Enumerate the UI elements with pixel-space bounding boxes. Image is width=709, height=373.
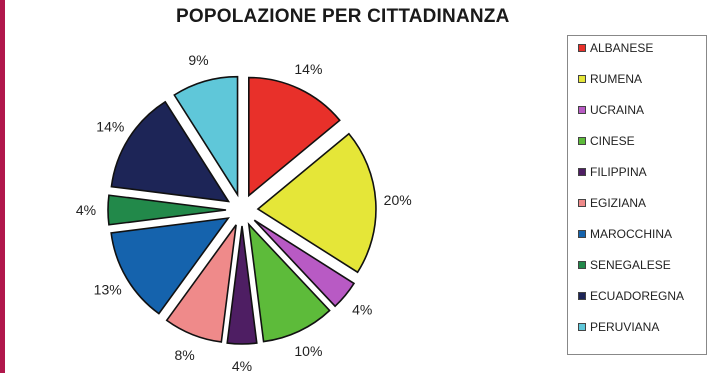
legend-label: MAROCCHINA	[590, 227, 673, 241]
pie-label-rumena: 20%	[384, 192, 412, 208]
legend-item-ucraina: UCRAINA	[578, 102, 644, 118]
legend-label: RUMENA	[590, 72, 643, 86]
legend-item-peruviana: PERUVIANA	[578, 319, 659, 335]
pie-label-ecuadoregna: 14%	[96, 118, 124, 134]
pie-slice-cinese	[247, 222, 331, 343]
legend-swatch	[578, 292, 586, 300]
legend: ALBANESE RUMENA UCRAINA CINESE FILIPPINA EGIZ…	[567, 35, 707, 355]
legend-swatch	[578, 230, 586, 238]
pie-label-senegalese: 4%	[76, 202, 96, 218]
pie-slice-albanese	[248, 76, 341, 198]
pie-slice-ucraina	[253, 219, 356, 308]
legend-item-filippina: FILIPPINA	[578, 164, 647, 180]
legend-swatch	[578, 75, 586, 83]
pie-slice-egiziana	[165, 224, 237, 343]
pie-label-filippina: 4%	[232, 358, 252, 373]
legend-item-egiziana: EGIZIANA	[578, 195, 646, 211]
chart-title: POPOLAZIONE PER CITTADINANZA	[176, 6, 510, 27]
legend-swatch	[578, 106, 586, 114]
pie-slice-filippina	[226, 225, 258, 345]
legend-item-rumena: RUMENA	[578, 71, 642, 87]
pie-label-peruviana: 9%	[188, 52, 208, 68]
legend-item-ecuadoregna: ECUADOREGNA	[578, 288, 684, 304]
legend-label: FILIPPINA	[590, 165, 647, 179]
legend-label: UCRAINA	[590, 103, 645, 117]
pie-label-ucraina: 4%	[352, 301, 372, 317]
left-accent-rule	[0, 0, 5, 373]
legend-item-albanese: ALBANESE	[578, 40, 653, 56]
pie-label-marocchina: 13%	[94, 281, 122, 297]
legend-swatch	[578, 168, 586, 176]
legend-label: PERUVIANA	[590, 320, 660, 334]
pie-slice-rumena	[256, 132, 377, 274]
pie-slice-senegalese	[107, 194, 227, 226]
legend-swatch	[578, 261, 586, 269]
legend-item-marocchina: MAROCCHINA	[578, 226, 672, 242]
legend-label: ALBANESE	[590, 41, 654, 55]
legend-label: CINESE	[590, 134, 635, 148]
pie-slice-ecuadoregna	[110, 100, 231, 203]
legend-item-senegalese: SENEGALESE	[578, 257, 671, 273]
legend-swatch	[578, 323, 586, 331]
legend-swatch	[578, 137, 586, 145]
pie-label-cinese: 10%	[294, 343, 322, 359]
legend-label: SENEGALESE	[590, 258, 671, 272]
pie-slice-marocchina	[110, 217, 230, 315]
legend-label: EGIZIANA	[590, 196, 647, 210]
legend-swatch	[578, 44, 586, 52]
pie-slice-peruviana	[173, 75, 239, 198]
legend-swatch	[578, 199, 586, 207]
legend-item-cinese: CINESE	[578, 133, 635, 149]
pie-label-albanese: 14%	[294, 61, 322, 77]
pie-label-egiziana: 8%	[174, 347, 194, 363]
legend-label: ECUADOREGNA	[590, 289, 685, 303]
